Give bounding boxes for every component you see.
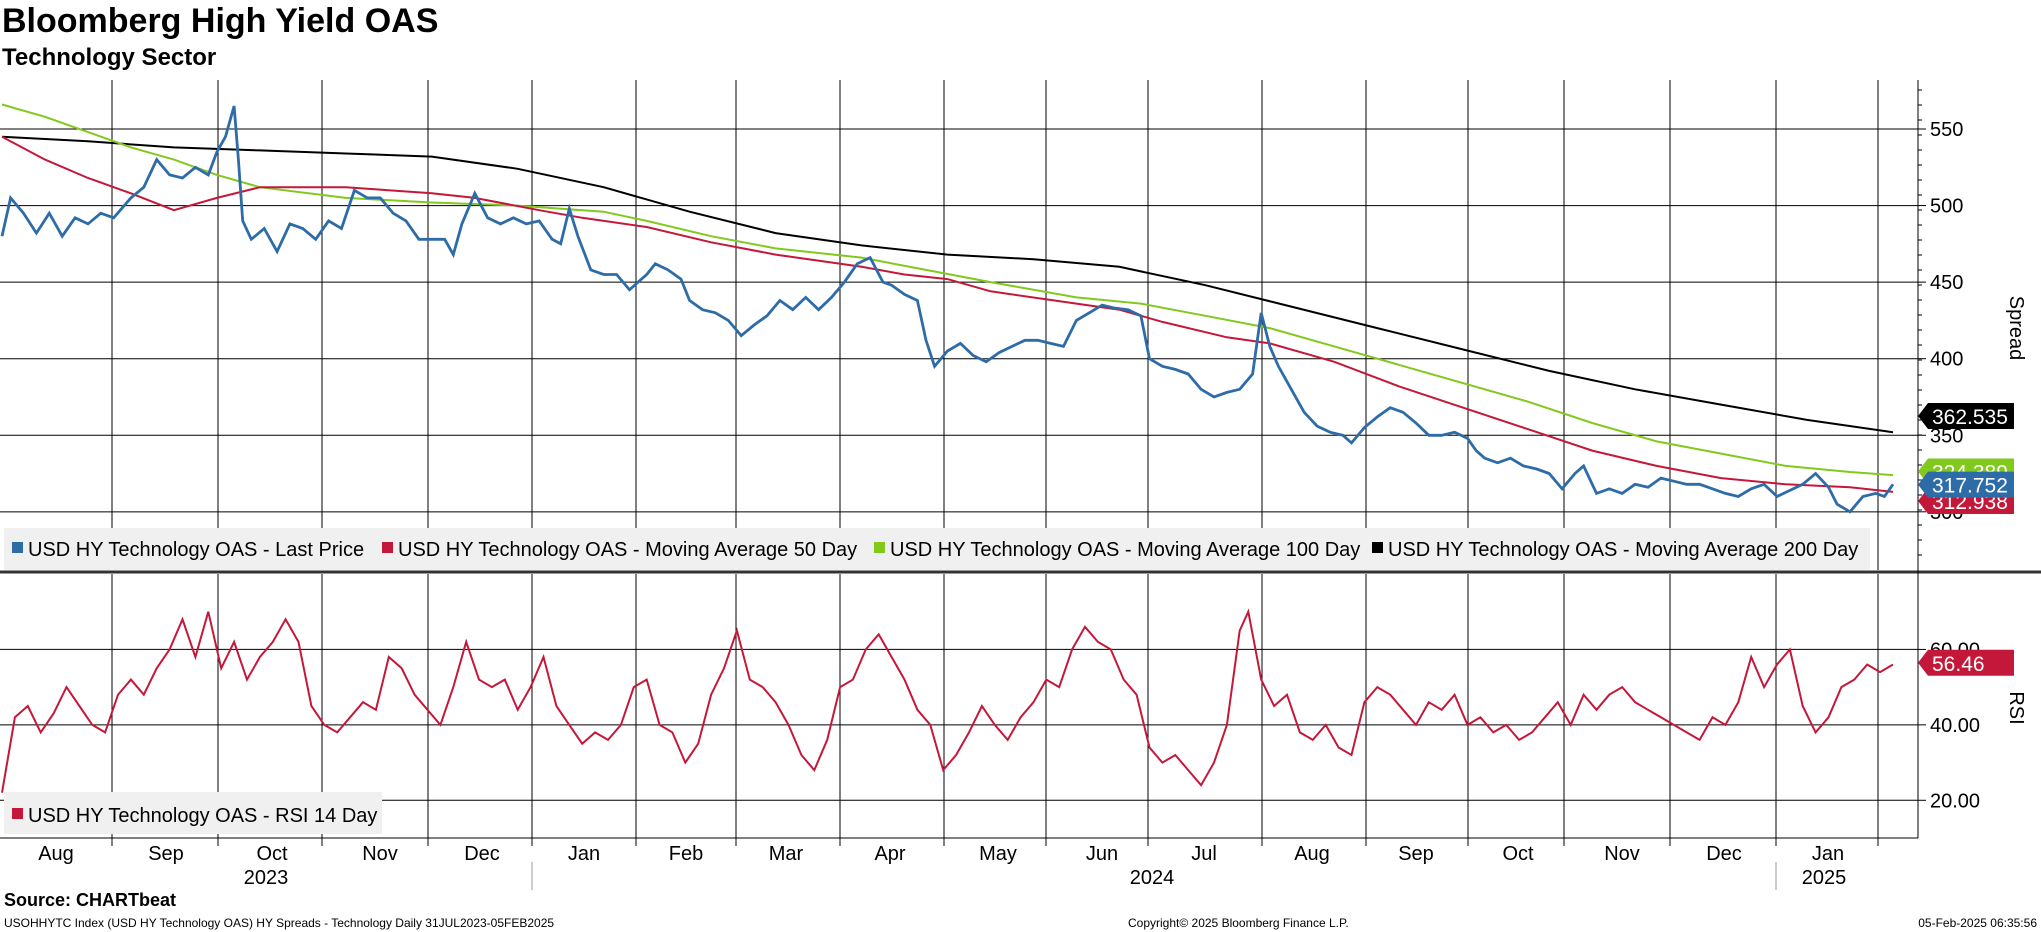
- y-tick-label: 400: [1930, 349, 1963, 371]
- footer-timestamp: 05-Feb-2025 06:35:56: [1918, 916, 2037, 930]
- chart-subtitle: Technology Sector: [2, 44, 217, 71]
- x-tick-label-month: Jul: [1191, 843, 1217, 865]
- legend-label: USD HY Technology OAS - Moving Average 5…: [398, 539, 857, 561]
- y-tick-label: 20.00: [1930, 790, 1980, 812]
- legend-swatch: [12, 808, 23, 819]
- series-line: [1, 135, 1894, 434]
- x-tick-label-year: 2025: [1802, 867, 1847, 889]
- footer-ticker-info: USOHHYTC Index (USD HY Technology OAS) H…: [4, 916, 555, 930]
- y-axis-label-spread: Spread: [2005, 296, 2027, 361]
- x-tick-label-month: Jan: [568, 843, 600, 865]
- y-axis-label-rsi: RSI: [2005, 691, 2027, 724]
- legend-swatch: [874, 542, 885, 553]
- x-tick-label-month: Dec: [464, 843, 500, 865]
- series-line: [1, 135, 1894, 493]
- legend-lower: USD HY Technology OAS - RSI 14 Day: [4, 792, 382, 834]
- upper-panel-series: [0, 103, 1895, 514]
- x-tick-label-month: Jun: [1086, 843, 1118, 865]
- x-tick-label-month: May: [979, 843, 1017, 865]
- series-line: [1, 608, 1894, 793]
- rsi-tag-label: 56.46: [1932, 653, 1985, 676]
- x-tick-label-month: Oct: [1502, 843, 1534, 865]
- legend-background: [4, 792, 382, 834]
- legend-label: USD HY Technology OAS - Moving Average 2…: [1388, 539, 1858, 561]
- y-tick-label: 450: [1930, 272, 1963, 294]
- legend-swatch: [1372, 542, 1383, 553]
- y-tick-label: 550: [1930, 119, 1963, 141]
- series-line: [1, 103, 1894, 477]
- legend-background: [4, 528, 1870, 570]
- x-tick-label-month: Aug: [38, 843, 74, 865]
- legend-swatch: [12, 542, 23, 553]
- legend-label: USD HY Technology OAS - RSI 14 Day: [28, 805, 377, 827]
- y-tick-label: 350: [1930, 425, 1963, 447]
- x-tick-label-year: 2024: [1130, 867, 1175, 889]
- legend-label: USD HY Technology OAS - Moving Average 1…: [890, 539, 1360, 561]
- legend-label: USD HY Technology OAS - Last Price: [28, 539, 364, 561]
- x-tick-label-month: Dec: [1706, 843, 1742, 865]
- x-tick-label-month: Oct: [256, 843, 288, 865]
- footer-copyright: Copyright© 2025 Bloomberg Finance L.P.: [1128, 916, 1349, 930]
- x-tick-label-month: Sep: [148, 843, 184, 865]
- x-tick-label-month: Feb: [669, 843, 703, 865]
- y-tick-label: 40.00: [1930, 715, 1980, 737]
- x-tick-label-year: 2023: [244, 867, 289, 889]
- x-tick-label-month: Apr: [874, 843, 905, 865]
- legend-swatch: [382, 542, 393, 553]
- legend-upper: USD HY Technology OAS - Last Price USD HY…: [4, 528, 1870, 570]
- x-tick-label-month: Mar: [769, 843, 804, 865]
- chart-title: Bloomberg High Yield OAS: [2, 2, 439, 40]
- upper-panel-gridlines: [0, 80, 1918, 570]
- ma200-tag-shape: [1918, 403, 2014, 430]
- last-price-tag-label: 317.752: [1932, 475, 2008, 498]
- last-price-tag-shape: [1918, 471, 2014, 498]
- lower-panel-series: [1, 608, 1894, 793]
- y-tick-label: 500: [1930, 196, 1963, 218]
- x-tick-label-month: Nov: [1604, 843, 1640, 865]
- x-tick-label-month: Nov: [362, 843, 398, 865]
- x-tick-label-month: Jan: [1812, 843, 1844, 865]
- ma200-tag-label: 362.535: [1932, 406, 2008, 429]
- x-axis: Aug Sep Oct Nov Dec Jan Feb Mar Apr May Jun Jul Aug S…: [38, 838, 1879, 890]
- x-tick-label-month: Sep: [1398, 843, 1434, 865]
- source-note: Source: CHARTbeat: [4, 890, 177, 910]
- series-line: [0, 105, 1895, 514]
- x-tick-label-month: Aug: [1294, 843, 1330, 865]
- rsi-tag-shape: [1918, 649, 2014, 676]
